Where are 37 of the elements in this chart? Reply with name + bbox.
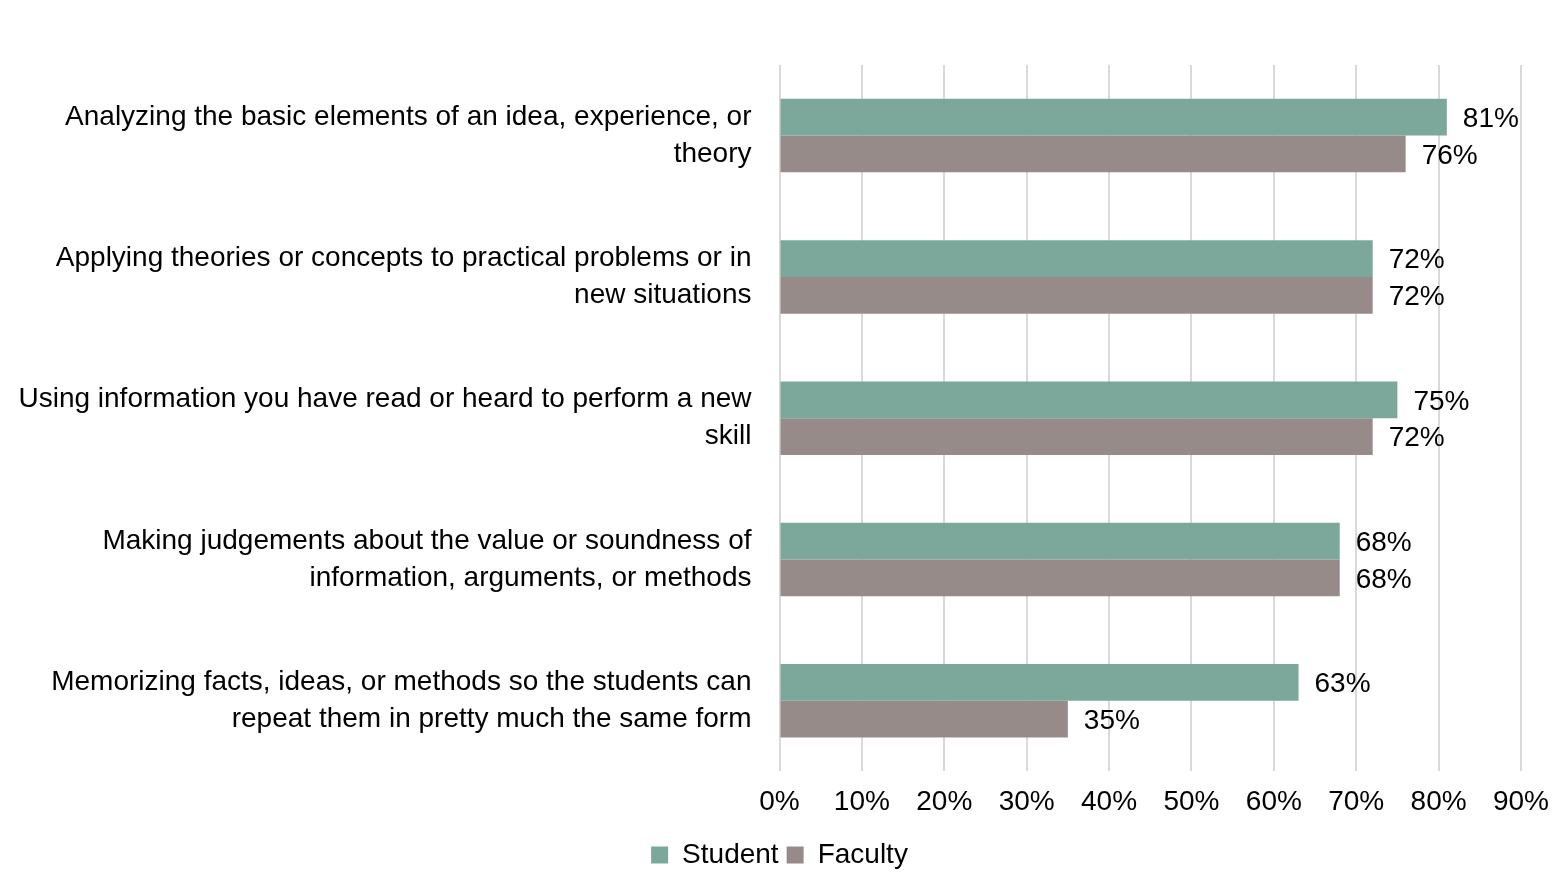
x-tick-label: 60% [1245, 784, 1302, 816]
data-label: 72% [1388, 279, 1445, 311]
data-label: 63% [1314, 667, 1371, 699]
y-tick-label: Memorizing facts, ideas, or methods so the students can repeat them in pretty much the same form [51, 664, 752, 733]
bar [780, 664, 1299, 701]
bar [780, 522, 1340, 560]
x-tick-label: 0% [759, 784, 800, 816]
bar [780, 418, 1373, 455]
data-label: 75% [1413, 384, 1470, 416]
x-tick-label: 70% [1328, 784, 1385, 816]
y-tick-label: Using information you have read or heard to perform a new skill [18, 382, 753, 451]
x-tick-label: 30% [998, 784, 1055, 816]
bar [780, 381, 1398, 419]
x-tick-label: 20% [916, 784, 973, 816]
x-tick-label: 80% [1410, 784, 1467, 816]
x-tick-label: 40% [1081, 784, 1138, 816]
bar [780, 700, 1068, 738]
y-tick-label: Analyzing the basic elements of an idea, experience, or theory [65, 99, 752, 168]
data-label: 76% [1421, 138, 1478, 170]
y-tick-label: Making judgements about the value or soundness of information, arguments, or methods [102, 523, 752, 592]
data-label: 72% [1388, 243, 1445, 275]
bar [780, 98, 1447, 136]
legend-label: Faculty [817, 837, 908, 869]
x-tick-label: 90% [1492, 784, 1549, 816]
data-label: 81% [1462, 101, 1519, 133]
legend-label: Student [682, 837, 779, 869]
data-label: 68% [1355, 525, 1412, 557]
bar [780, 276, 1373, 314]
x-tick-label: 50% [1163, 784, 1220, 816]
bar [780, 135, 1406, 173]
data-label: 35% [1083, 703, 1140, 735]
bar [780, 240, 1373, 277]
data-label: 68% [1355, 562, 1412, 594]
bar [780, 559, 1340, 597]
x-tick-label: 10% [833, 784, 890, 816]
y-tick-label: Applying theories or concepts to practical problems or in new situations [55, 241, 752, 310]
data-label: 72% [1388, 421, 1445, 453]
